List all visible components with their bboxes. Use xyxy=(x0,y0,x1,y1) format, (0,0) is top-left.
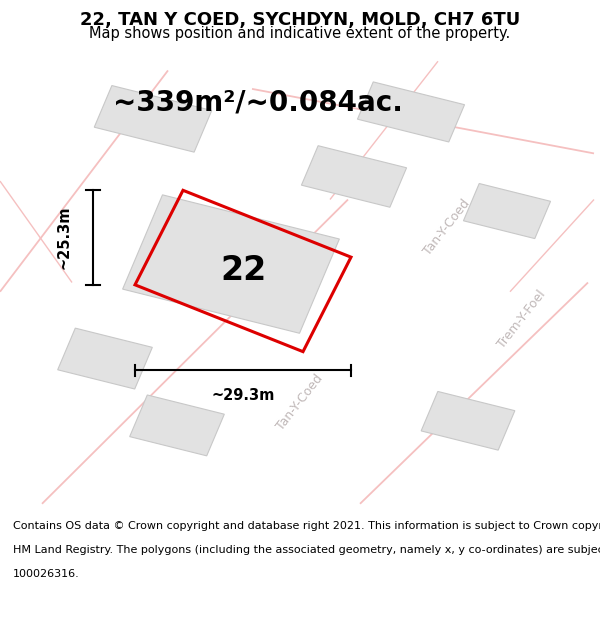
Text: Map shows position and indicative extent of the property.: Map shows position and indicative extent… xyxy=(89,26,511,41)
Polygon shape xyxy=(130,395,224,456)
Polygon shape xyxy=(94,86,212,152)
Text: 22, TAN Y COED, SYCHDYN, MOLD, CH7 6TU: 22, TAN Y COED, SYCHDYN, MOLD, CH7 6TU xyxy=(80,11,520,29)
Text: Tan-Y-Coed: Tan-Y-Coed xyxy=(421,197,473,258)
Text: Tan-Y-Coed: Tan-Y-Coed xyxy=(274,372,326,432)
Text: Trem-Y-Foel: Trem-Y-Foel xyxy=(496,288,548,351)
Text: ~25.3m: ~25.3m xyxy=(57,206,72,269)
Polygon shape xyxy=(463,184,551,239)
Text: ~339m²/~0.084ac.: ~339m²/~0.084ac. xyxy=(113,89,403,117)
Text: 100026316.: 100026316. xyxy=(13,569,80,579)
Text: HM Land Registry. The polygons (including the associated geometry, namely x, y c: HM Land Registry. The polygons (includin… xyxy=(13,545,600,555)
Text: ~29.3m: ~29.3m xyxy=(211,388,275,403)
Text: Contains OS data © Crown copyright and database right 2021. This information is : Contains OS data © Crown copyright and d… xyxy=(13,521,600,531)
Text: 22: 22 xyxy=(220,254,266,288)
Polygon shape xyxy=(301,146,407,208)
Polygon shape xyxy=(58,328,152,389)
Polygon shape xyxy=(358,82,464,142)
Polygon shape xyxy=(421,391,515,450)
Polygon shape xyxy=(122,195,340,333)
